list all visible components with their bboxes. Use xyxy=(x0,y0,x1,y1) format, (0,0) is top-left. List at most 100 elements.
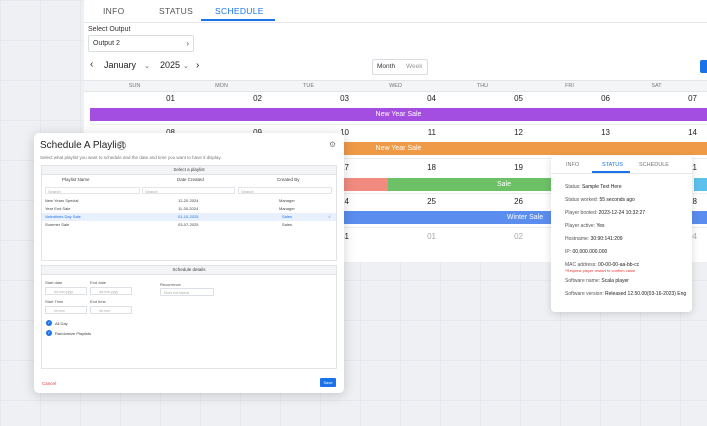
tab-bar: INFO STATUS SCHEDULE xyxy=(84,0,707,23)
date-cell[interactable]: 24 xyxy=(340,197,349,206)
date-cell[interactable]: 10 xyxy=(340,128,349,137)
end-time-input[interactable]: hh:mm xyxy=(90,306,132,314)
month-label: January xyxy=(104,60,137,70)
date-cell[interactable]: 13 xyxy=(601,128,610,137)
date-cell[interactable]: 09 xyxy=(242,128,262,137)
date-cell[interactable]: 05 xyxy=(514,94,523,103)
row-divider xyxy=(90,124,707,125)
event-bar-cyan[interactable] xyxy=(694,178,707,191)
date-cell[interactable]: 01 xyxy=(427,232,436,241)
save-button[interactable]: Save xyxy=(320,378,336,387)
cancel-button[interactable]: Cancel xyxy=(42,381,57,386)
date-cell[interactable]: 02 xyxy=(514,232,523,241)
status-row: MAC address: 00-00-00-aa-bb-cc xyxy=(565,262,639,268)
row-name: Valentines Day Sale xyxy=(45,214,81,219)
card-tab-schedule[interactable]: SCHEDULE xyxy=(639,162,669,168)
tab-schedule[interactable]: SCHEDULE xyxy=(215,6,264,16)
add-button[interactable] xyxy=(700,60,707,73)
date-cell[interactable]: 02 xyxy=(253,94,262,103)
table-row[interactable]: Year End Sale 11-30-2024 Manager xyxy=(42,205,336,213)
date-cell[interactable]: 04 xyxy=(688,232,697,241)
filter-date-input[interactable]: Search xyxy=(142,187,235,194)
help-icon[interactable]: ? xyxy=(117,141,126,150)
date-cell[interactable]: 28 xyxy=(688,197,697,206)
view-month[interactable]: Month xyxy=(377,63,396,70)
day-sun: SUN xyxy=(128,83,141,89)
all-day-label: All Day xyxy=(55,321,68,326)
status-card: INFO STATUS SCHEDULE Status: Sample Text… xyxy=(551,156,692,312)
row-by: Manager xyxy=(279,198,295,203)
status-row: Hostname: 30:90:141:209 xyxy=(565,236,623,242)
tab-status[interactable]: STATUS xyxy=(159,6,194,16)
event-bar[interactable]: New Year Sale xyxy=(90,108,707,121)
restart-warning: *Request player restart to confirm value xyxy=(565,268,636,273)
end-date-input[interactable]: dd-mm-yyyy xyxy=(90,287,132,295)
date-cell[interactable]: 21 xyxy=(688,163,697,172)
check-icon: ✓ xyxy=(328,214,332,219)
col-created-by[interactable]: Created By xyxy=(277,177,300,182)
status-row: Software name: Scala player xyxy=(565,278,629,284)
date-cell[interactable]: 18 xyxy=(427,163,436,172)
status-key: Software version: xyxy=(565,291,604,297)
output-select[interactable]: Output 2 › xyxy=(88,35,194,52)
status-row: Software version: Released 12.50.00(03-1… xyxy=(565,291,686,297)
all-day-checkbox[interactable]: ✓ xyxy=(46,320,52,326)
end-time-label: End time xyxy=(90,299,106,304)
date-cell[interactable]: 19 xyxy=(514,163,523,172)
date-cell[interactable]: 04 xyxy=(427,94,436,103)
playlist-section-head: Select a playlist xyxy=(42,166,336,175)
tab-info[interactable]: INFO xyxy=(103,6,125,16)
next-month-icon[interactable]: › xyxy=(196,60,200,71)
date-cell[interactable]: 01 xyxy=(166,94,175,103)
recurrence-label: Recurrence xyxy=(160,282,181,287)
table-row[interactable]: New Years Special 12-20-2024 Manager xyxy=(42,197,336,205)
status-value: Sample Text Here xyxy=(581,184,622,190)
date-cell[interactable]: 31 xyxy=(340,232,349,241)
row-name: Year End Sale xyxy=(45,206,71,211)
view-week[interactable]: Week xyxy=(406,63,423,70)
playlist-table: Select a playlist Playlist Name Date Cre… xyxy=(41,165,337,261)
day-fri: FRI xyxy=(565,83,574,89)
status-key: Software name: xyxy=(565,278,601,284)
status-value: 00-00-00-aa-bb-cc xyxy=(598,262,640,268)
prev-month-icon[interactable]: ‹ xyxy=(90,59,94,70)
randomize-checkbox[interactable]: ✓ xyxy=(46,330,52,336)
table-row-selected[interactable]: Valentines Day Sale 01-10-2025 Sales ✓ xyxy=(42,213,336,221)
filter-name-input[interactable]: Search xyxy=(45,187,140,194)
date-cell[interactable]: 08 xyxy=(155,128,175,137)
settings-icon[interactable]: ⚙ xyxy=(328,140,336,149)
card-tab-status[interactable]: STATUS xyxy=(602,162,623,168)
date-cell[interactable]: 07 xyxy=(688,94,697,103)
start-date-input[interactable]: dd-mm-yyyy xyxy=(45,287,87,295)
date-cell[interactable]: 25 xyxy=(427,197,436,206)
filter-by-input[interactable]: Search xyxy=(238,187,332,194)
date-cell[interactable]: 11 xyxy=(427,128,436,137)
status-value: 30:90:141:209 xyxy=(590,236,623,242)
row-divider xyxy=(90,193,707,194)
col-playlist-name[interactable]: Playlist Name xyxy=(62,177,90,182)
status-row: Status worked: 55 seconds ago xyxy=(565,197,635,203)
day-sat: SAT xyxy=(651,83,662,89)
month-dropdown-icon[interactable]: ⌄ xyxy=(144,63,150,70)
day-wed: WED xyxy=(389,83,402,89)
date-cell[interactable]: 12 xyxy=(514,128,523,137)
date-cell[interactable]: 14 xyxy=(688,128,697,137)
modal-title: Schedule A Playlist xyxy=(40,140,125,151)
date-cell[interactable]: 26 xyxy=(514,197,523,206)
status-value: Yes xyxy=(596,223,605,229)
date-cell[interactable]: 06 xyxy=(601,94,610,103)
year-dropdown-icon[interactable]: ⌄ xyxy=(183,63,189,70)
col-date-created[interactable]: Date Created xyxy=(177,177,204,182)
status-value: Scala player xyxy=(601,278,629,284)
card-tab-info[interactable]: INFO xyxy=(566,162,580,168)
recurrence-select[interactable]: Does not repeat xyxy=(160,288,214,296)
card-divider xyxy=(551,173,692,174)
row-by: Manager xyxy=(279,206,295,211)
date-cell[interactable]: 17 xyxy=(340,163,349,172)
row-by: Sales xyxy=(282,214,293,219)
status-row: Status: Sample Text Here xyxy=(565,184,622,190)
table-row[interactable]: Summer Sale 03-07-2025 Sales xyxy=(42,221,336,229)
start-time-input[interactable]: hh:mm xyxy=(45,306,87,314)
event-bar-red[interactable] xyxy=(343,178,388,191)
date-cell[interactable]: 03 xyxy=(340,94,349,103)
